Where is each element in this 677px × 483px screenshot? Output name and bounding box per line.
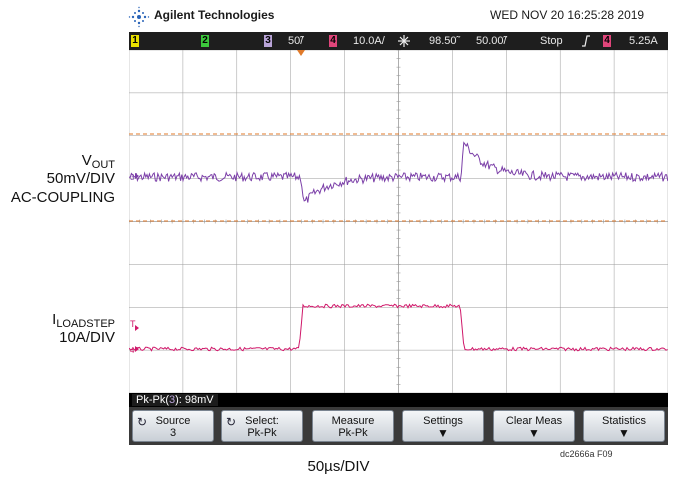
- measurement-readout: Pk-Pk(3): 98mV: [132, 394, 218, 406]
- measurement-label-prefix: Pk-Pk(: [136, 394, 169, 406]
- softkey-value: Pk-Pk: [338, 427, 368, 439]
- arrow-down-icon: ▼: [618, 426, 630, 440]
- timebase-readout: 98.50̃: [429, 35, 457, 47]
- vout-trace: [129, 141, 668, 203]
- settings-softkey[interactable]: Settings ▼: [402, 410, 484, 442]
- channel-3-ground-marker: 3: [130, 173, 139, 182]
- softkey-label: Source: [155, 415, 191, 427]
- svg-text:4: 4: [130, 346, 135, 355]
- measurement-label-suffix: ): 98mV: [175, 394, 214, 406]
- softkey-value: Pk-Pk: [247, 427, 277, 439]
- softkey-label: Select:: [245, 415, 279, 427]
- iload-label-main: I: [52, 311, 57, 328]
- vout-coupling: AC-COUPLING: [10, 189, 115, 206]
- vout-label-main: V: [81, 152, 92, 169]
- channel-3-scale: 50̃/: [288, 35, 304, 47]
- iload-label: ILOADSTEP: [52, 311, 115, 330]
- softkey-label: Settings: [423, 415, 463, 427]
- brand-name: Agilent Technologies: [154, 8, 275, 22]
- agilent-logo-icon: [128, 6, 150, 28]
- channel-4-indicator[interactable]: 4: [329, 35, 337, 47]
- trigger-level: 5.25A: [629, 35, 658, 47]
- svg-text:3: 3: [130, 173, 135, 182]
- iload-scale: 10A/DIV: [59, 329, 115, 346]
- measurement-channel: 3: [169, 394, 176, 406]
- arrow-down-icon: ▼: [437, 426, 449, 440]
- delay-readout: 50.00̃/: [476, 35, 507, 47]
- iload-trace: [129, 303, 668, 352]
- datetime-readout: WED NOV 20 16:25:28 2019: [490, 8, 645, 22]
- iload-label-sub: LOADSTEP: [56, 318, 115, 330]
- trigger-edge-icon: [581, 32, 591, 50]
- measurement-strip: [129, 393, 668, 407]
- softkey-label: Measure: [331, 415, 375, 427]
- trigger-level-marker: T: [130, 319, 139, 331]
- trigger-channel-indicator[interactable]: 4: [603, 35, 611, 47]
- rotate-knob-icon: ↻: [226, 415, 237, 429]
- softkey-label: Statistics: [601, 415, 646, 427]
- timebase-label: 50µs/DIV: [307, 458, 370, 475]
- softkey-value: 3: [169, 427, 177, 439]
- svg-text:T: T: [130, 319, 136, 329]
- softkey-label: Clear Meas: [505, 415, 563, 427]
- scope-display: 3 4 T: [129, 50, 668, 393]
- softkey-bar: [129, 407, 668, 445]
- statistics-softkey[interactable]: Statistics ▼: [583, 410, 665, 442]
- vout-label-sub: OUT: [91, 159, 115, 171]
- figure-id: dc2666a F09: [560, 449, 613, 459]
- trigger-position-marker: [297, 50, 305, 56]
- vout-scale: 50mV/DIV: [46, 170, 115, 187]
- status-bar: 1 2 3 50̃/ 4 10.0A/ 98.50̃ 50.00̃/ Stop …: [129, 32, 668, 50]
- channel-1-indicator[interactable]: 1: [131, 35, 139, 47]
- clear-meas-softkey[interactable]: Clear Meas ▼: [493, 410, 575, 442]
- rotate-knob-icon: ↻: [137, 415, 148, 429]
- channel-2-indicator[interactable]: 2: [201, 35, 209, 47]
- channel-4-ground-marker: 4: [130, 346, 139, 355]
- horizontal-icon: [397, 32, 411, 50]
- measure-softkey[interactable]: Measure Pk-Pk: [312, 410, 394, 442]
- vout-label: VOUT: [82, 152, 115, 171]
- measurement-cursors: [129, 133, 668, 222]
- channel-4-scale: 10.0A/: [353, 35, 385, 47]
- run-state[interactable]: Stop: [540, 35, 563, 47]
- source-softkey[interactable]: ↻ Source 3: [132, 410, 214, 442]
- arrow-down-icon: ▼: [528, 426, 540, 440]
- channel-3-indicator[interactable]: 3: [264, 35, 272, 47]
- select-softkey[interactable]: ↻ Select: Pk-Pk: [221, 410, 303, 442]
